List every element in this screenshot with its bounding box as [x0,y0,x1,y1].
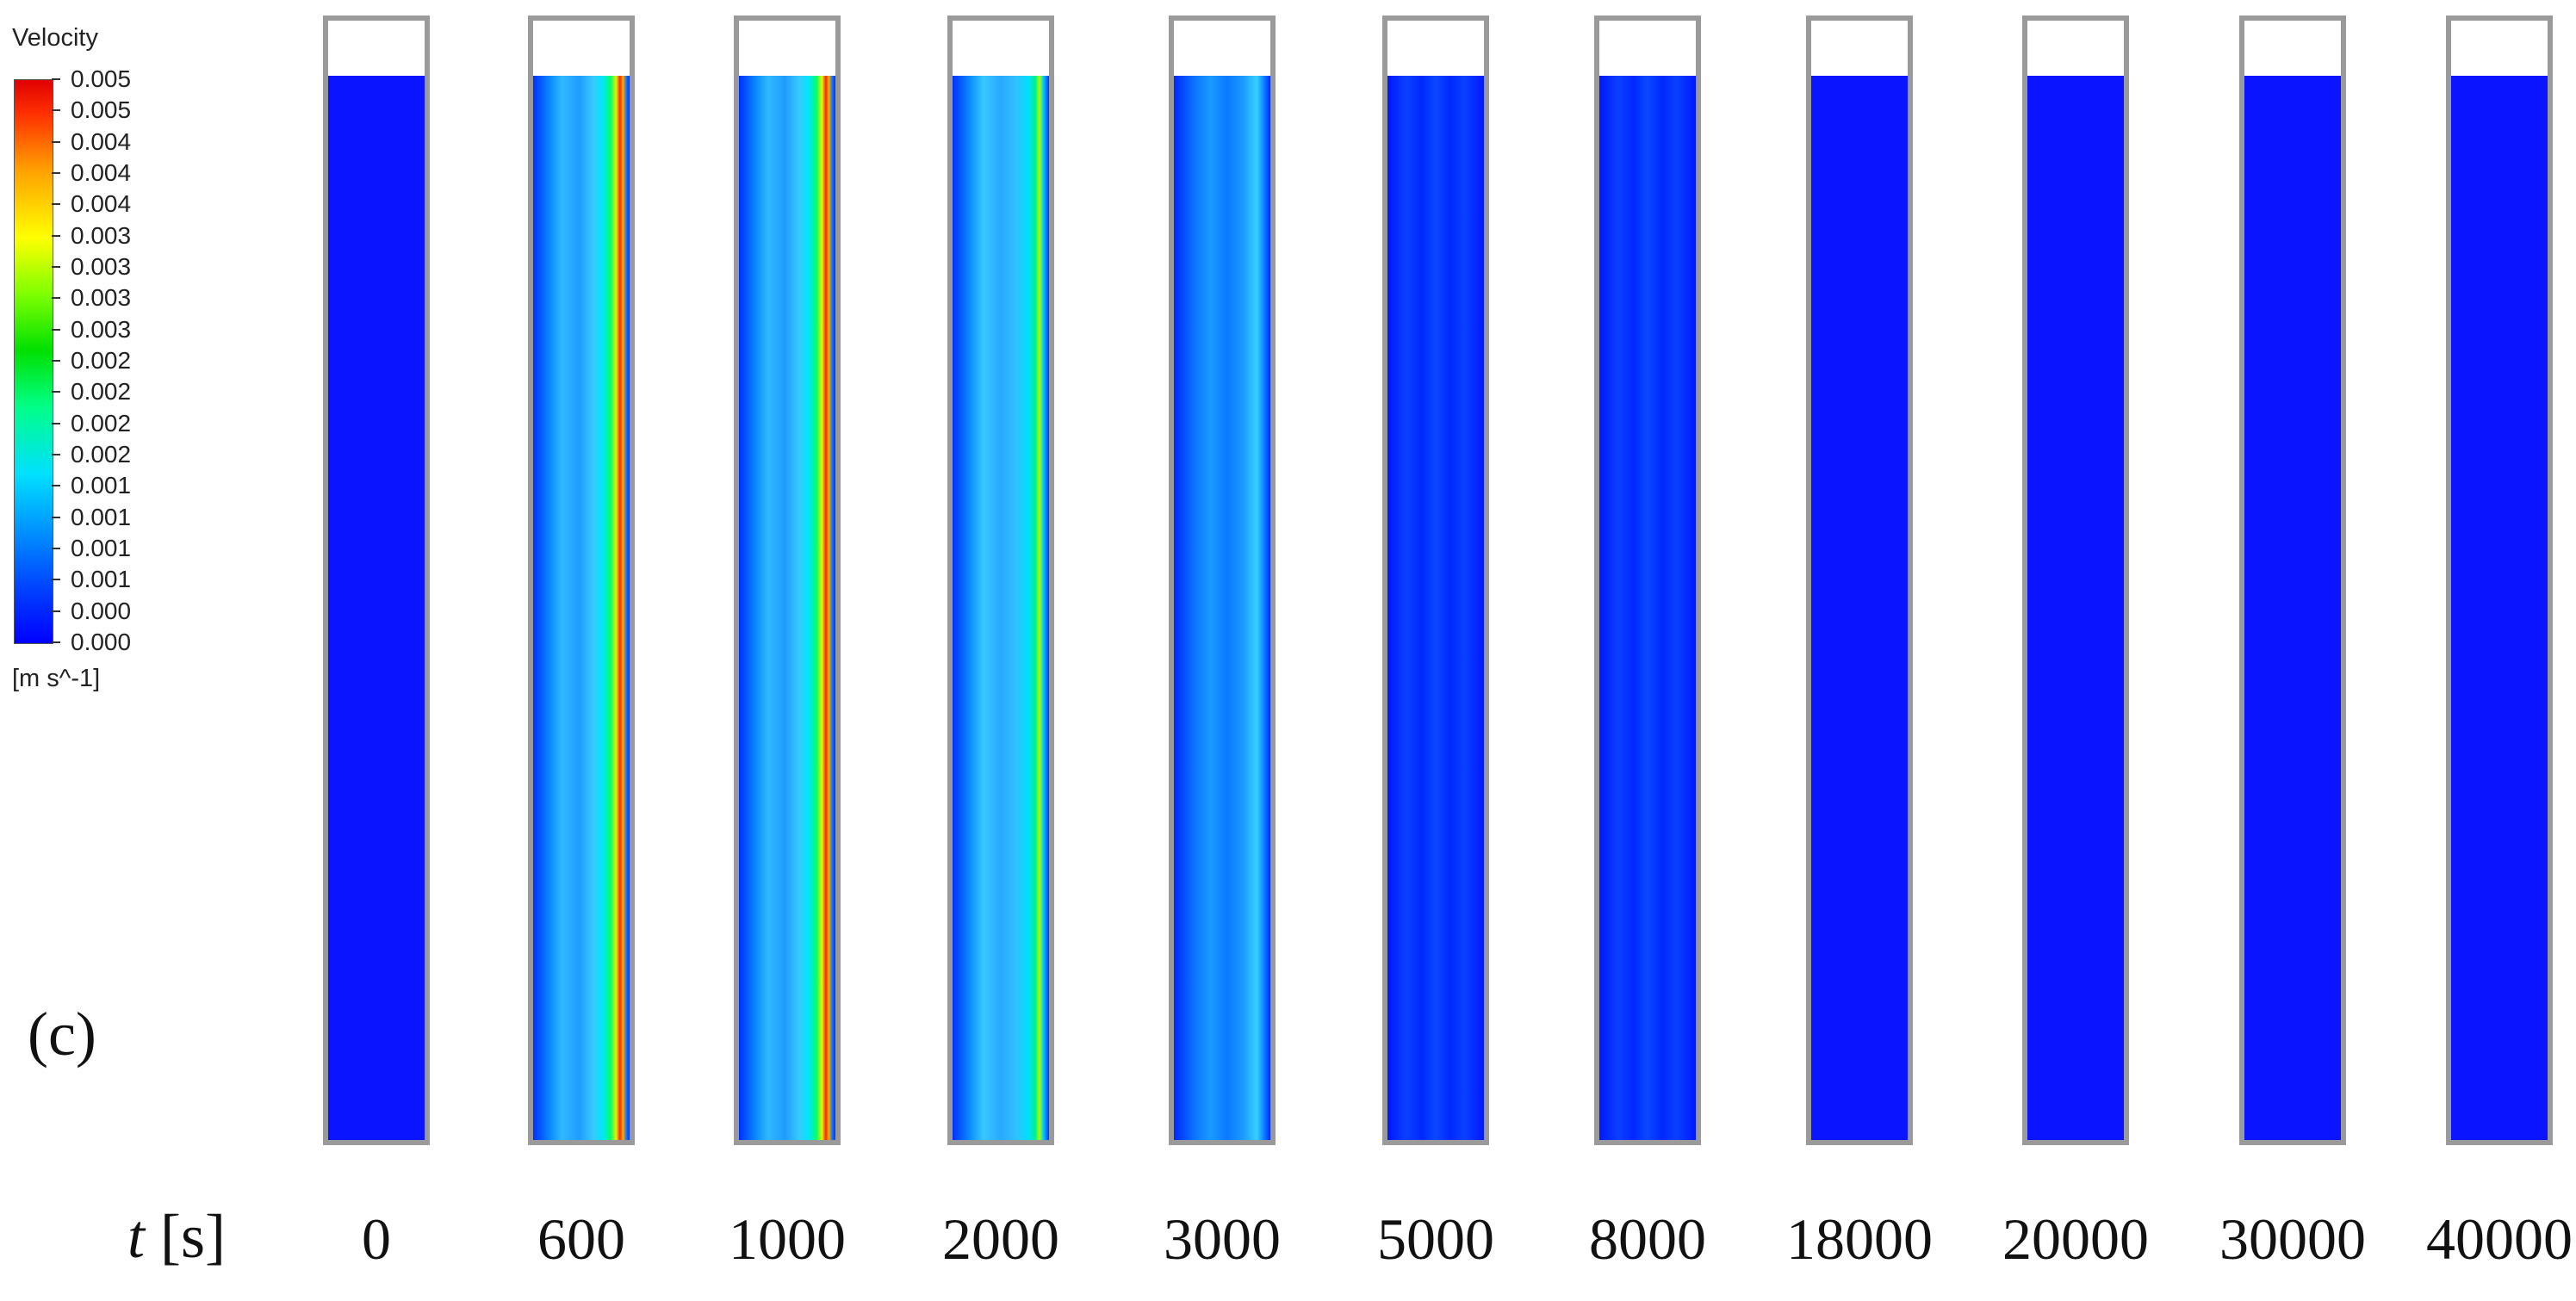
time-label: 30000 [2219,1206,2366,1272]
time-label: 2000 [942,1206,1059,1272]
velocity-field [2451,76,2548,1140]
legend-tick-label: 0.003 [71,315,132,343]
legend-tick-label: 0.001 [71,503,132,530]
velocity-field [1387,76,1484,1140]
panel-label: (c) [28,1000,96,1069]
time-label: 8000 [1589,1206,1706,1272]
legend-tick-label: 0.001 [71,472,132,499]
velocity-field [328,76,425,1140]
legend-tick-label: 0.003 [71,284,132,312]
velocity-field [739,76,835,1140]
velocity-column [2022,15,2129,1145]
legend-tick [52,454,60,455]
velocity-column [2446,15,2553,1145]
legend-tick-label: 0.003 [71,221,132,249]
legend-tick [52,610,60,612]
legend-tick-label: 0.005 [71,65,132,92]
legend-tick [52,485,60,487]
legend-unit: [m s^-1] [12,665,101,692]
legend-tick [52,548,60,549]
legend-tick [52,234,60,237]
time-variable: t [127,1202,146,1271]
legend-ticks [52,78,62,643]
legend-tick [52,360,60,362]
legend-tick-label: 0.004 [71,159,132,186]
legend-tick-label: 0.002 [71,347,132,374]
velocity-field [1811,76,1908,1140]
velocity-column [1806,15,1913,1145]
legend-tick [52,516,60,518]
legend-tick-label: 0.002 [71,409,132,437]
legend-tick [52,78,60,80]
time-label: 20000 [2002,1206,2149,1272]
velocity-field [1599,76,1696,1140]
legend-tick [52,140,60,143]
time-label: 5000 [1377,1206,1494,1272]
legend-tick [52,328,60,331]
velocity-column [1382,15,1489,1145]
time-label: 40000 [2426,1206,2573,1272]
legend-tick [52,422,60,424]
time-label: 3000 [1164,1206,1281,1272]
velocity-column [323,15,430,1145]
legend-tick [52,109,60,112]
velocity-field [533,76,630,1140]
velocity-column [2239,15,2346,1145]
time-unit: [s] [160,1202,226,1271]
legend-tick-label: 0.003 [71,253,132,280]
legend-color-bar [14,79,53,644]
legend-labels: 0.005 0.005 0.004 0.004 0.004 0.003 0.003 0.003… [71,67,174,654]
legend-tick [52,266,60,268]
time-label: 18000 [1786,1206,1933,1272]
time-label: 1000 [729,1206,846,1272]
velocity-column [1594,15,1701,1145]
velocity-column [1169,15,1276,1145]
legend-tick [52,203,60,206]
velocity-field [953,76,1049,1140]
velocity-field [2244,76,2341,1140]
velocity-field [1174,76,1270,1140]
time-axis-label: t [s] [127,1201,226,1273]
legend-tick-label: 0.001 [71,535,132,561]
time-label: 600 [537,1206,625,1272]
legend-tick [52,391,60,393]
velocity-field [2027,76,2124,1140]
legend-tick [52,172,60,174]
legend-tick-label: 0.002 [71,441,132,468]
time-label: 0 [362,1206,391,1272]
legend-tick-label: 0.000 [71,629,132,655]
velocity-column [734,15,841,1145]
legend-tick-label: 0.001 [71,566,132,593]
legend-tick-label: 0.000 [71,597,132,624]
legend-tick-label: 0.004 [71,127,132,155]
legend-tick-label: 0.005 [71,96,132,124]
legend-tick [52,297,60,300]
legend-tick [52,579,60,581]
legend-title: Velocity [12,24,98,52]
velocity-column [528,15,635,1145]
legend-tick-label: 0.002 [71,378,132,406]
legend-tick-label: 0.004 [71,190,132,218]
velocity-column [947,15,1054,1145]
legend-tick [52,641,60,643]
